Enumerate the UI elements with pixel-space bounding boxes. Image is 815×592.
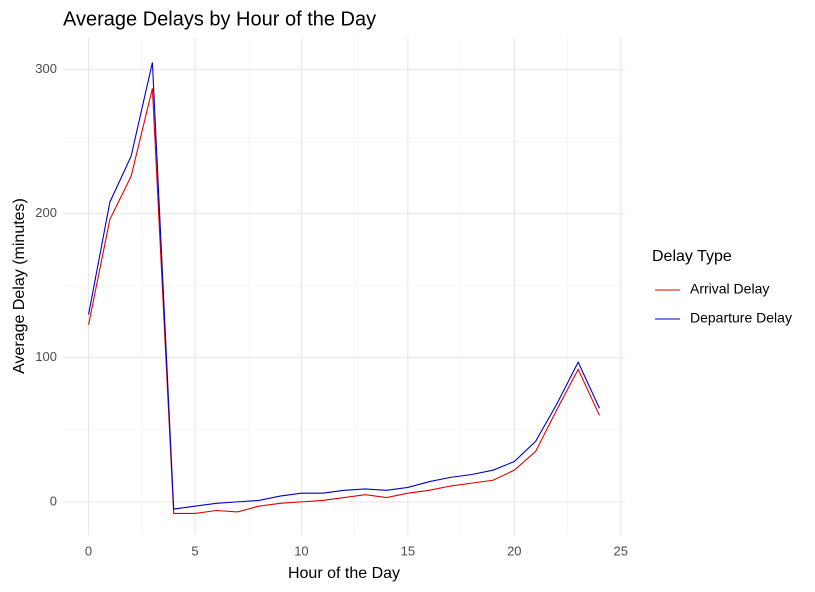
y-tick-label: 300 xyxy=(35,61,57,76)
data-line xyxy=(88,88,600,514)
x-tick-label: 20 xyxy=(507,543,521,558)
chart-title: Average Delays by Hour of the Day xyxy=(63,8,376,30)
data-line xyxy=(88,62,600,510)
y-axis-title: Average Delay (minutes) xyxy=(11,198,28,374)
legend-title: Delay Type xyxy=(652,248,732,265)
y-tick-label: 100 xyxy=(35,349,57,364)
y-tick-label: 200 xyxy=(35,205,57,220)
x-tick-label: 0 xyxy=(85,543,92,558)
legend-label: Departure Delay xyxy=(690,310,792,326)
x-tick-label: 15 xyxy=(401,543,415,558)
x-tick-label: 10 xyxy=(294,543,308,558)
legend-label: Arrival Delay xyxy=(690,281,769,297)
y-tick-label: 0 xyxy=(50,493,57,508)
x-tick-label: 5 xyxy=(191,543,198,558)
x-axis-title: Hour of the Day xyxy=(288,565,400,582)
x-tick-label: 25 xyxy=(614,543,628,558)
